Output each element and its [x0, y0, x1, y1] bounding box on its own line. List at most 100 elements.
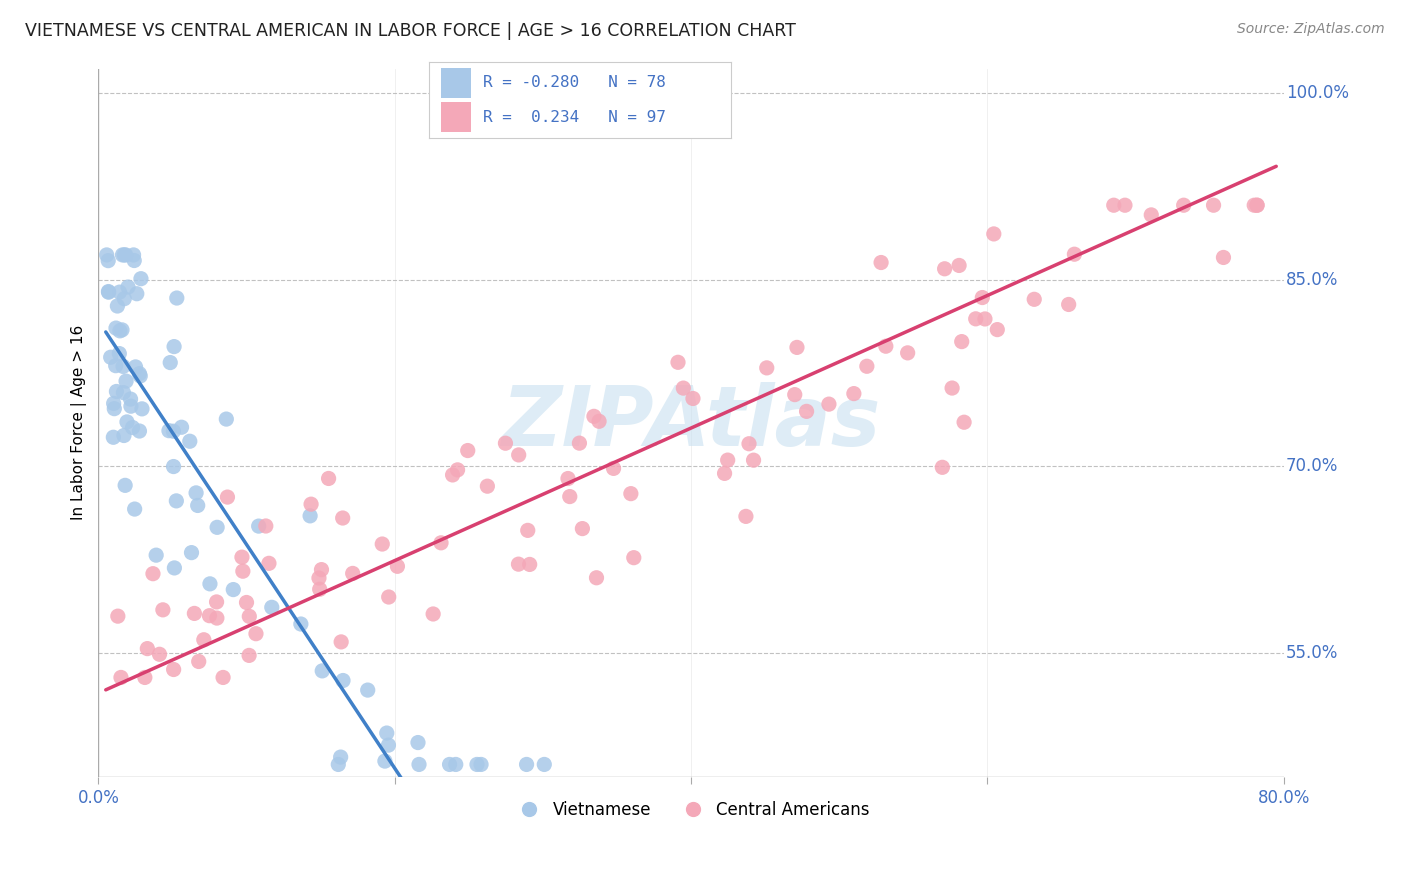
- Point: [735, 509, 758, 524]
- Text: ZIPAtlas: ZIPAtlas: [502, 382, 880, 463]
- Point: [162, 459, 184, 474]
- Point: [115, 415, 138, 429]
- Point: [796, 404, 818, 418]
- Point: [299, 497, 322, 511]
- Point: [215, 412, 238, 426]
- Point: [245, 626, 267, 640]
- Point: [332, 511, 354, 525]
- Point: [198, 577, 221, 591]
- Point: [125, 286, 148, 301]
- Point: [377, 590, 399, 604]
- Point: [519, 558, 541, 572]
- Point: [818, 397, 841, 411]
- Point: [856, 359, 879, 374]
- Text: R = -0.280   N = 78: R = -0.280 N = 78: [484, 76, 666, 90]
- Point: [198, 608, 221, 623]
- Point: [311, 563, 333, 577]
- Point: [111, 323, 134, 337]
- Point: [232, 564, 254, 578]
- Point: [371, 537, 394, 551]
- Point: [1140, 208, 1163, 222]
- Point: [108, 285, 131, 299]
- Point: [557, 471, 579, 485]
- Point: [870, 255, 893, 269]
- Point: [120, 399, 142, 413]
- Point: [112, 248, 135, 262]
- Point: [377, 738, 399, 752]
- Point: [134, 670, 156, 684]
- Point: [620, 486, 643, 500]
- Point: [508, 448, 530, 462]
- Point: [558, 490, 581, 504]
- Point: [112, 359, 135, 374]
- Point: [131, 401, 153, 416]
- Point: [212, 670, 235, 684]
- Point: [588, 414, 610, 428]
- Point: [117, 280, 139, 294]
- Point: [713, 467, 735, 481]
- Point: [516, 524, 538, 538]
- Point: [308, 582, 330, 597]
- Point: [477, 479, 499, 493]
- Point: [112, 292, 135, 306]
- Point: [1246, 198, 1268, 212]
- Point: [1246, 198, 1268, 212]
- Point: [1102, 198, 1125, 212]
- Point: [941, 381, 963, 395]
- Point: [187, 655, 209, 669]
- Point: [238, 609, 260, 624]
- Point: [231, 550, 253, 565]
- Point: [205, 595, 228, 609]
- Point: [972, 291, 994, 305]
- Point: [162, 663, 184, 677]
- Y-axis label: In Labor Force | Age > 16: In Labor Force | Age > 16: [72, 325, 87, 520]
- Point: [786, 340, 808, 354]
- Point: [179, 434, 201, 449]
- Text: 100.0%: 100.0%: [1286, 85, 1348, 103]
- Point: [1243, 198, 1265, 212]
- Point: [950, 334, 973, 349]
- Point: [1024, 293, 1046, 307]
- Point: [1063, 247, 1085, 261]
- Point: [105, 384, 128, 399]
- Point: [717, 453, 740, 467]
- Point: [897, 346, 920, 360]
- Point: [159, 355, 181, 369]
- Point: [110, 670, 132, 684]
- Point: [974, 312, 997, 326]
- Point: [114, 248, 136, 262]
- Point: [108, 324, 131, 338]
- Point: [842, 386, 865, 401]
- Point: [222, 582, 245, 597]
- Point: [1057, 297, 1080, 311]
- Point: [1212, 251, 1234, 265]
- Point: [738, 436, 761, 450]
- Point: [672, 381, 695, 395]
- Point: [152, 603, 174, 617]
- Point: [120, 392, 142, 406]
- Point: [166, 291, 188, 305]
- Point: [163, 561, 186, 575]
- Point: [1202, 198, 1225, 212]
- Point: [602, 461, 624, 475]
- Point: [342, 566, 364, 581]
- Point: [103, 430, 125, 444]
- Text: Source: ZipAtlas.com: Source: ZipAtlas.com: [1237, 22, 1385, 37]
- Point: [934, 261, 956, 276]
- Point: [783, 387, 806, 401]
- Point: [115, 374, 138, 388]
- Point: [104, 359, 127, 373]
- Point: [374, 754, 396, 768]
- Point: [129, 368, 152, 383]
- Point: [193, 632, 215, 647]
- Point: [103, 396, 125, 410]
- Point: [163, 340, 186, 354]
- Point: [97, 285, 120, 300]
- Point: [742, 453, 765, 467]
- Point: [516, 757, 538, 772]
- Point: [330, 635, 353, 649]
- Point: [299, 508, 322, 523]
- Point: [124, 502, 146, 516]
- Point: [585, 571, 607, 585]
- Text: VIETNAMESE VS CENTRAL AMERICAN IN LABOR FORCE | AGE > 16 CORRELATION CHART: VIETNAMESE VS CENTRAL AMERICAN IN LABOR …: [25, 22, 796, 40]
